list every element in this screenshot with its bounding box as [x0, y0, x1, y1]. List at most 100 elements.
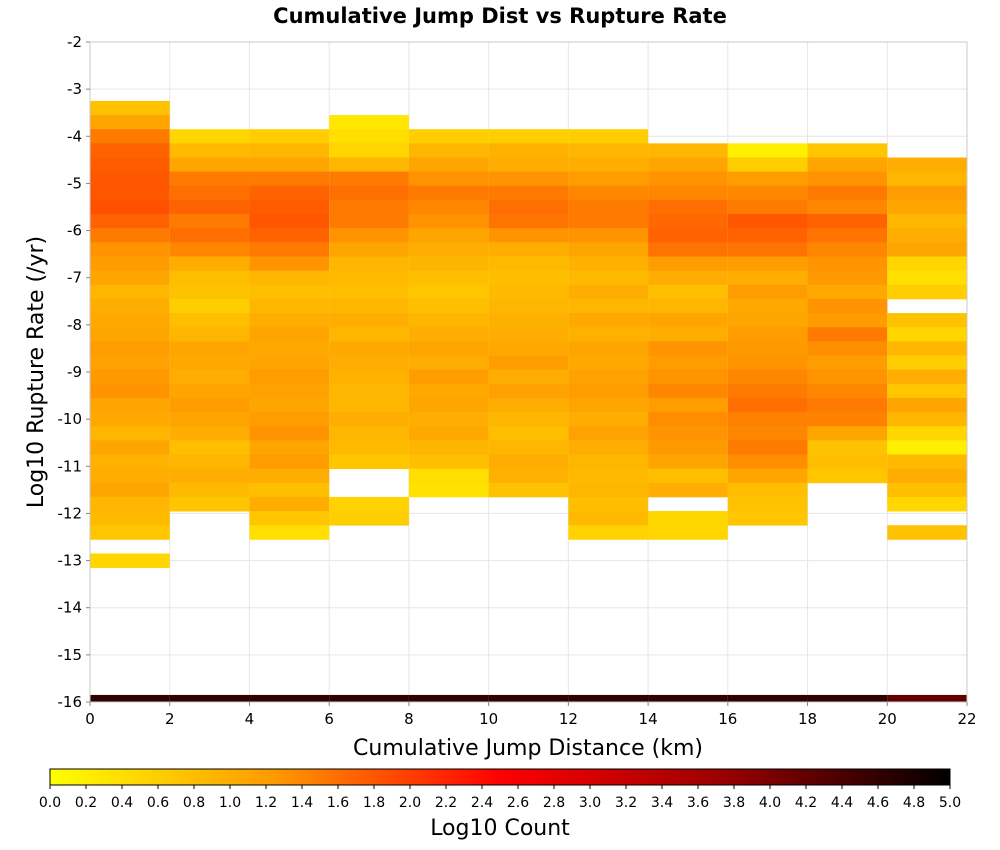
heatmap-cell — [648, 426, 728, 441]
heatmap-cell — [90, 270, 170, 286]
heatmap-cell — [408, 341, 489, 356]
heatmap-cell — [329, 171, 409, 187]
heatmap-cell — [568, 482, 649, 498]
heatmap-cell — [408, 454, 489, 470]
y-tick-label: -2 — [67, 33, 82, 51]
heatmap-cell — [329, 256, 409, 272]
heatmap-cell — [408, 468, 489, 484]
heatmap-cell — [249, 397, 330, 413]
heatmap-cell — [727, 383, 808, 399]
heatmap-cell — [887, 214, 967, 229]
heatmap-cell — [727, 327, 808, 342]
x-tick-label: 16 — [718, 710, 737, 728]
heatmap-cell-bottom — [408, 694, 489, 702]
heatmap-cell — [408, 185, 489, 201]
heatmap-cell — [249, 242, 330, 257]
heatmap-cell — [727, 468, 808, 484]
x-tick-label: 0 — [85, 710, 95, 728]
heatmap-cell — [807, 313, 888, 328]
heatmap-cell — [408, 270, 489, 286]
x-tick-label: 10 — [479, 710, 498, 728]
x-tick-label: 12 — [559, 710, 578, 728]
heatmap-cell-bottom — [329, 694, 409, 702]
heatmap-cell — [169, 157, 250, 173]
heatmap-cell — [568, 468, 649, 484]
heatmap-cell — [727, 369, 808, 385]
heatmap-cell — [488, 454, 569, 470]
heatmap-cell — [329, 270, 409, 286]
heatmap-cell — [408, 313, 489, 328]
heatmap-cell — [807, 383, 888, 399]
colorbar-tick-label: 1.4 — [291, 795, 313, 811]
heatmap-cell — [169, 185, 250, 201]
heatmap-cell — [90, 355, 170, 371]
heatmap-cell — [727, 440, 808, 455]
heatmap-cell — [727, 256, 808, 272]
heatmap-cell — [887, 228, 967, 243]
heatmap-cell — [408, 214, 489, 229]
heatmap-cell — [408, 242, 489, 257]
heatmap-cell — [408, 143, 489, 158]
colorbar-tick-label: 2.2 — [435, 795, 457, 811]
heatmap-cell — [408, 369, 489, 385]
heatmap-cell — [90, 468, 170, 484]
heatmap-cell — [90, 454, 170, 470]
heatmap-cell — [329, 298, 409, 314]
heatmap-cell — [568, 496, 649, 512]
colorbar-tick-label: 4.2 — [795, 795, 817, 811]
heatmap-cell — [488, 369, 569, 385]
heatmap-cells — [90, 100, 967, 702]
x-tick-label: 8 — [404, 710, 414, 728]
heatmap-cell — [887, 171, 967, 187]
heatmap-cell — [169, 284, 250, 300]
heatmap-cell — [249, 171, 330, 187]
heatmap-cell — [648, 397, 728, 413]
heatmap-cell — [727, 157, 808, 173]
heatmap-cell — [648, 482, 728, 498]
heatmap-cell — [488, 341, 569, 356]
heatmap-cell — [887, 369, 967, 385]
heatmap-cell — [249, 228, 330, 243]
colorbar-tick-label: 4.4 — [831, 795, 853, 811]
heatmap-cell — [568, 383, 649, 399]
y-tick-label: -15 — [58, 646, 83, 664]
heatmap-cell — [249, 256, 330, 272]
x-tick-label: 18 — [798, 710, 817, 728]
heatmap-cell — [169, 454, 250, 470]
heatmap-cell — [727, 284, 808, 300]
colorbar-tick-label: 4.6 — [867, 795, 889, 811]
heatmap-cell — [249, 298, 330, 314]
heatmap-cell — [488, 440, 569, 455]
colorbar-tick-label: 3.6 — [687, 795, 709, 811]
heatmap-cell-bottom — [727, 694, 808, 702]
heatmap-cell — [90, 143, 170, 158]
heatmap-cell — [169, 270, 250, 286]
heatmap-cell — [568, 369, 649, 385]
heatmap-cell — [488, 157, 569, 173]
heatmap-cell — [807, 242, 888, 257]
y-tick-label: -14 — [58, 599, 83, 617]
heatmap-cell — [169, 199, 250, 215]
heatmap-cell — [648, 298, 728, 314]
heatmap-cell — [648, 412, 728, 427]
heatmap-cell — [648, 171, 728, 187]
heatmap-cell — [727, 313, 808, 328]
heatmap-cell — [90, 383, 170, 399]
colorbar-tick-label: 0.0 — [39, 795, 61, 811]
heatmap-cell — [249, 185, 330, 201]
heatmap-cell — [568, 199, 649, 215]
heatmap-cell — [807, 369, 888, 385]
colorbar-tick-label: 0.6 — [147, 795, 169, 811]
heatmap-cell — [408, 426, 489, 441]
heatmap-cell — [249, 143, 330, 158]
heatmap-cell — [249, 199, 330, 215]
heatmap-cell — [648, 525, 728, 540]
y-tick-label: -5 — [67, 174, 82, 192]
heatmap-cell — [329, 242, 409, 257]
heatmap-cell — [90, 426, 170, 441]
heatmap-cell — [488, 482, 569, 498]
heatmap-cell — [488, 199, 569, 215]
y-tick-label: -16 — [58, 693, 83, 711]
heatmap-cell — [648, 369, 728, 385]
